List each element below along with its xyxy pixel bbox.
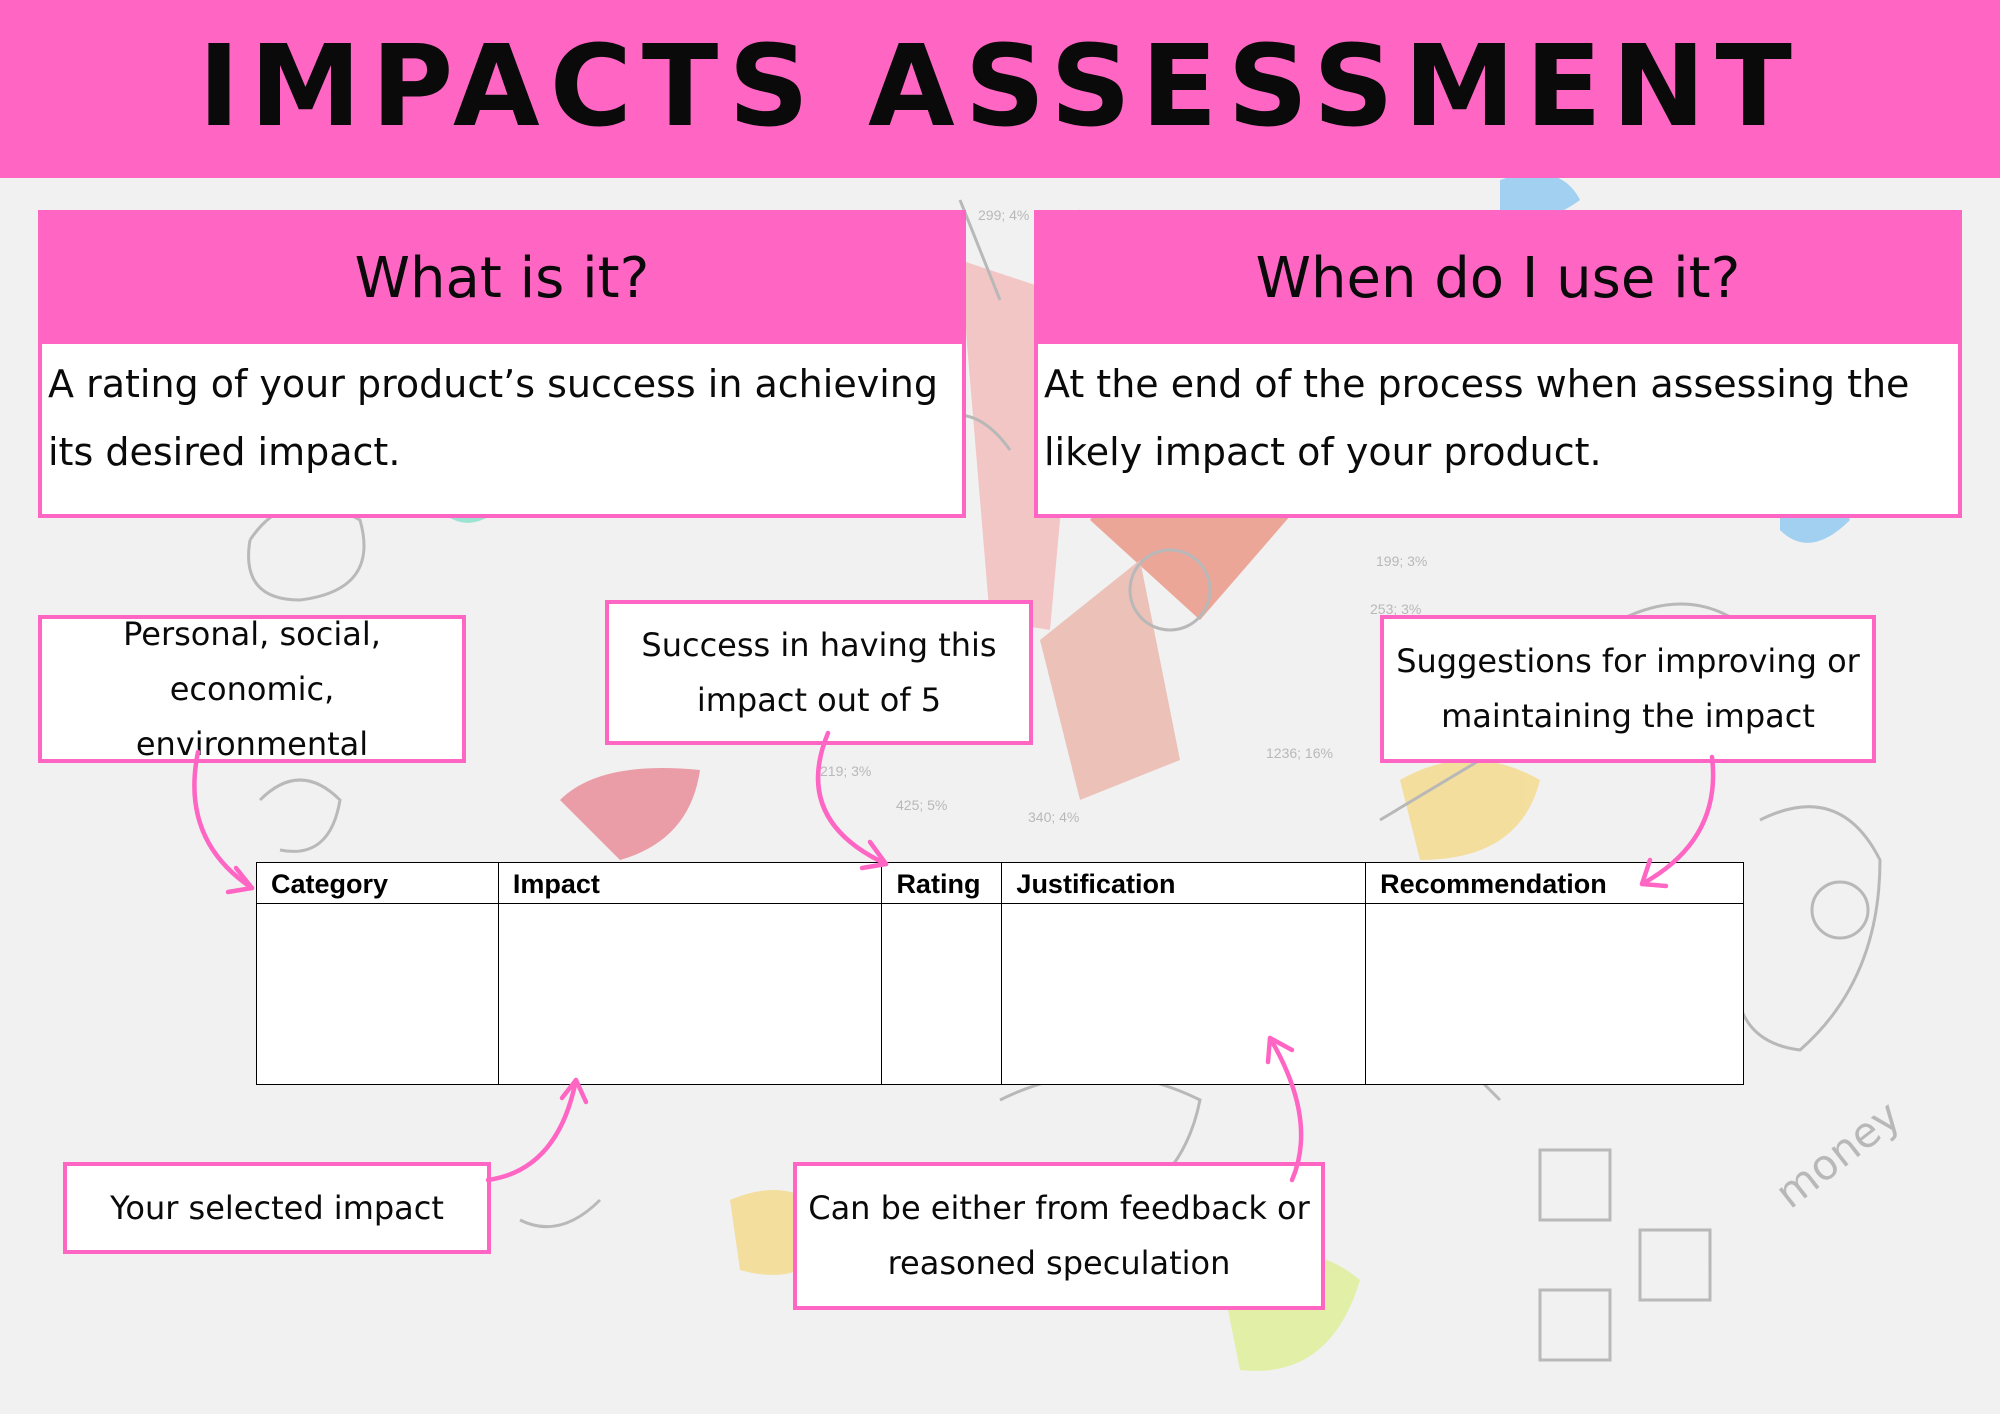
rating-note: Success in having this impact out of 5	[605, 600, 1033, 745]
what-is-it-description: A rating of your product’s success in ac…	[48, 350, 952, 486]
table-row	[256, 903, 1744, 1085]
category-note-line: economic, environmental	[135, 669, 369, 763]
background-pie-label: 299; 4%	[978, 207, 1029, 223]
impact-cell[interactable]	[497, 903, 883, 1085]
justification-note: Can be either from feedback or reasoned …	[793, 1162, 1325, 1310]
background-pie-label: 1236; 16%	[1266, 745, 1333, 761]
what-is-it-line: A rating of your product’s success in ac…	[48, 362, 938, 406]
justification-cell[interactable]	[1001, 903, 1367, 1085]
background-pie-label: 425; 5%	[896, 797, 947, 813]
impact-column-header: Impact	[497, 862, 883, 904]
table-header-row: Category Impact Rating Justification Rec…	[256, 862, 1744, 904]
rating-note-line: Success in having this	[641, 625, 997, 664]
recommendation-column-header: Recommendation	[1365, 862, 1744, 904]
background-pie-label: 340; 4%	[1028, 809, 1079, 825]
background-pie-label: 219; 3%	[820, 763, 871, 779]
background-paint-splash	[1400, 760, 1540, 860]
recommendation-note-line: maintaining the impact	[1441, 697, 1815, 735]
recommendation-cell[interactable]	[1365, 903, 1744, 1085]
background-handwritten-label: money	[1766, 1091, 1910, 1218]
when-do-i-use-it-line: likely impact of your product.	[1044, 430, 1602, 474]
what-is-it-heading: What is it?	[42, 214, 962, 344]
category-cell[interactable]	[256, 903, 499, 1085]
when-do-i-use-it-heading: When do I use it?	[1038, 214, 1958, 344]
background-pie-label: 199; 3%	[1376, 553, 1427, 569]
recommendation-note: Suggestions for improving or maintaining…	[1380, 615, 1876, 763]
rating-column-header: Rating	[881, 862, 1003, 904]
recommendation-note-line: Suggestions for improving or	[1396, 642, 1860, 680]
what-is-it-panel: What is it? A rating of your product’s s…	[38, 210, 966, 518]
title-banner: IMPACTS ASSESSMENT	[0, 0, 2000, 178]
impact-note-line: Your selected impact	[110, 1188, 444, 1227]
what-is-it-line: its desired impact.	[48, 430, 401, 474]
when-do-i-use-it-panel: When do I use it? At the end of the proc…	[1034, 210, 1962, 518]
rating-cell[interactable]	[881, 903, 1003, 1085]
background-paint-splash	[1500, 173, 1580, 218]
background-pie-slice	[1040, 560, 1180, 800]
justification-note-line: Can be either from feedback or	[808, 1189, 1310, 1227]
category-column-header: Category	[256, 862, 499, 904]
when-do-i-use-it-line: At the end of the process when assessing…	[1044, 362, 1910, 406]
page-title: IMPACTS ASSESSMENT	[198, 22, 1802, 152]
justification-column-header: Justification	[1001, 862, 1367, 904]
background-pie-label: 253; 3%	[1370, 601, 1421, 617]
impact-note: Your selected impact	[63, 1162, 491, 1254]
impacts-assessment-table: Category Impact Rating Justification Rec…	[256, 862, 1744, 1085]
category-note-line: Personal, social,	[123, 614, 381, 653]
background-paint-splash	[560, 768, 700, 860]
category-note: Personal, social, economic, environmenta…	[38, 615, 466, 763]
rating-note-line: impact out of 5	[696, 680, 942, 719]
when-do-i-use-it-description: At the end of the process when assessing…	[1044, 350, 1948, 486]
justification-note-line: reasoned speculation	[887, 1244, 1231, 1282]
